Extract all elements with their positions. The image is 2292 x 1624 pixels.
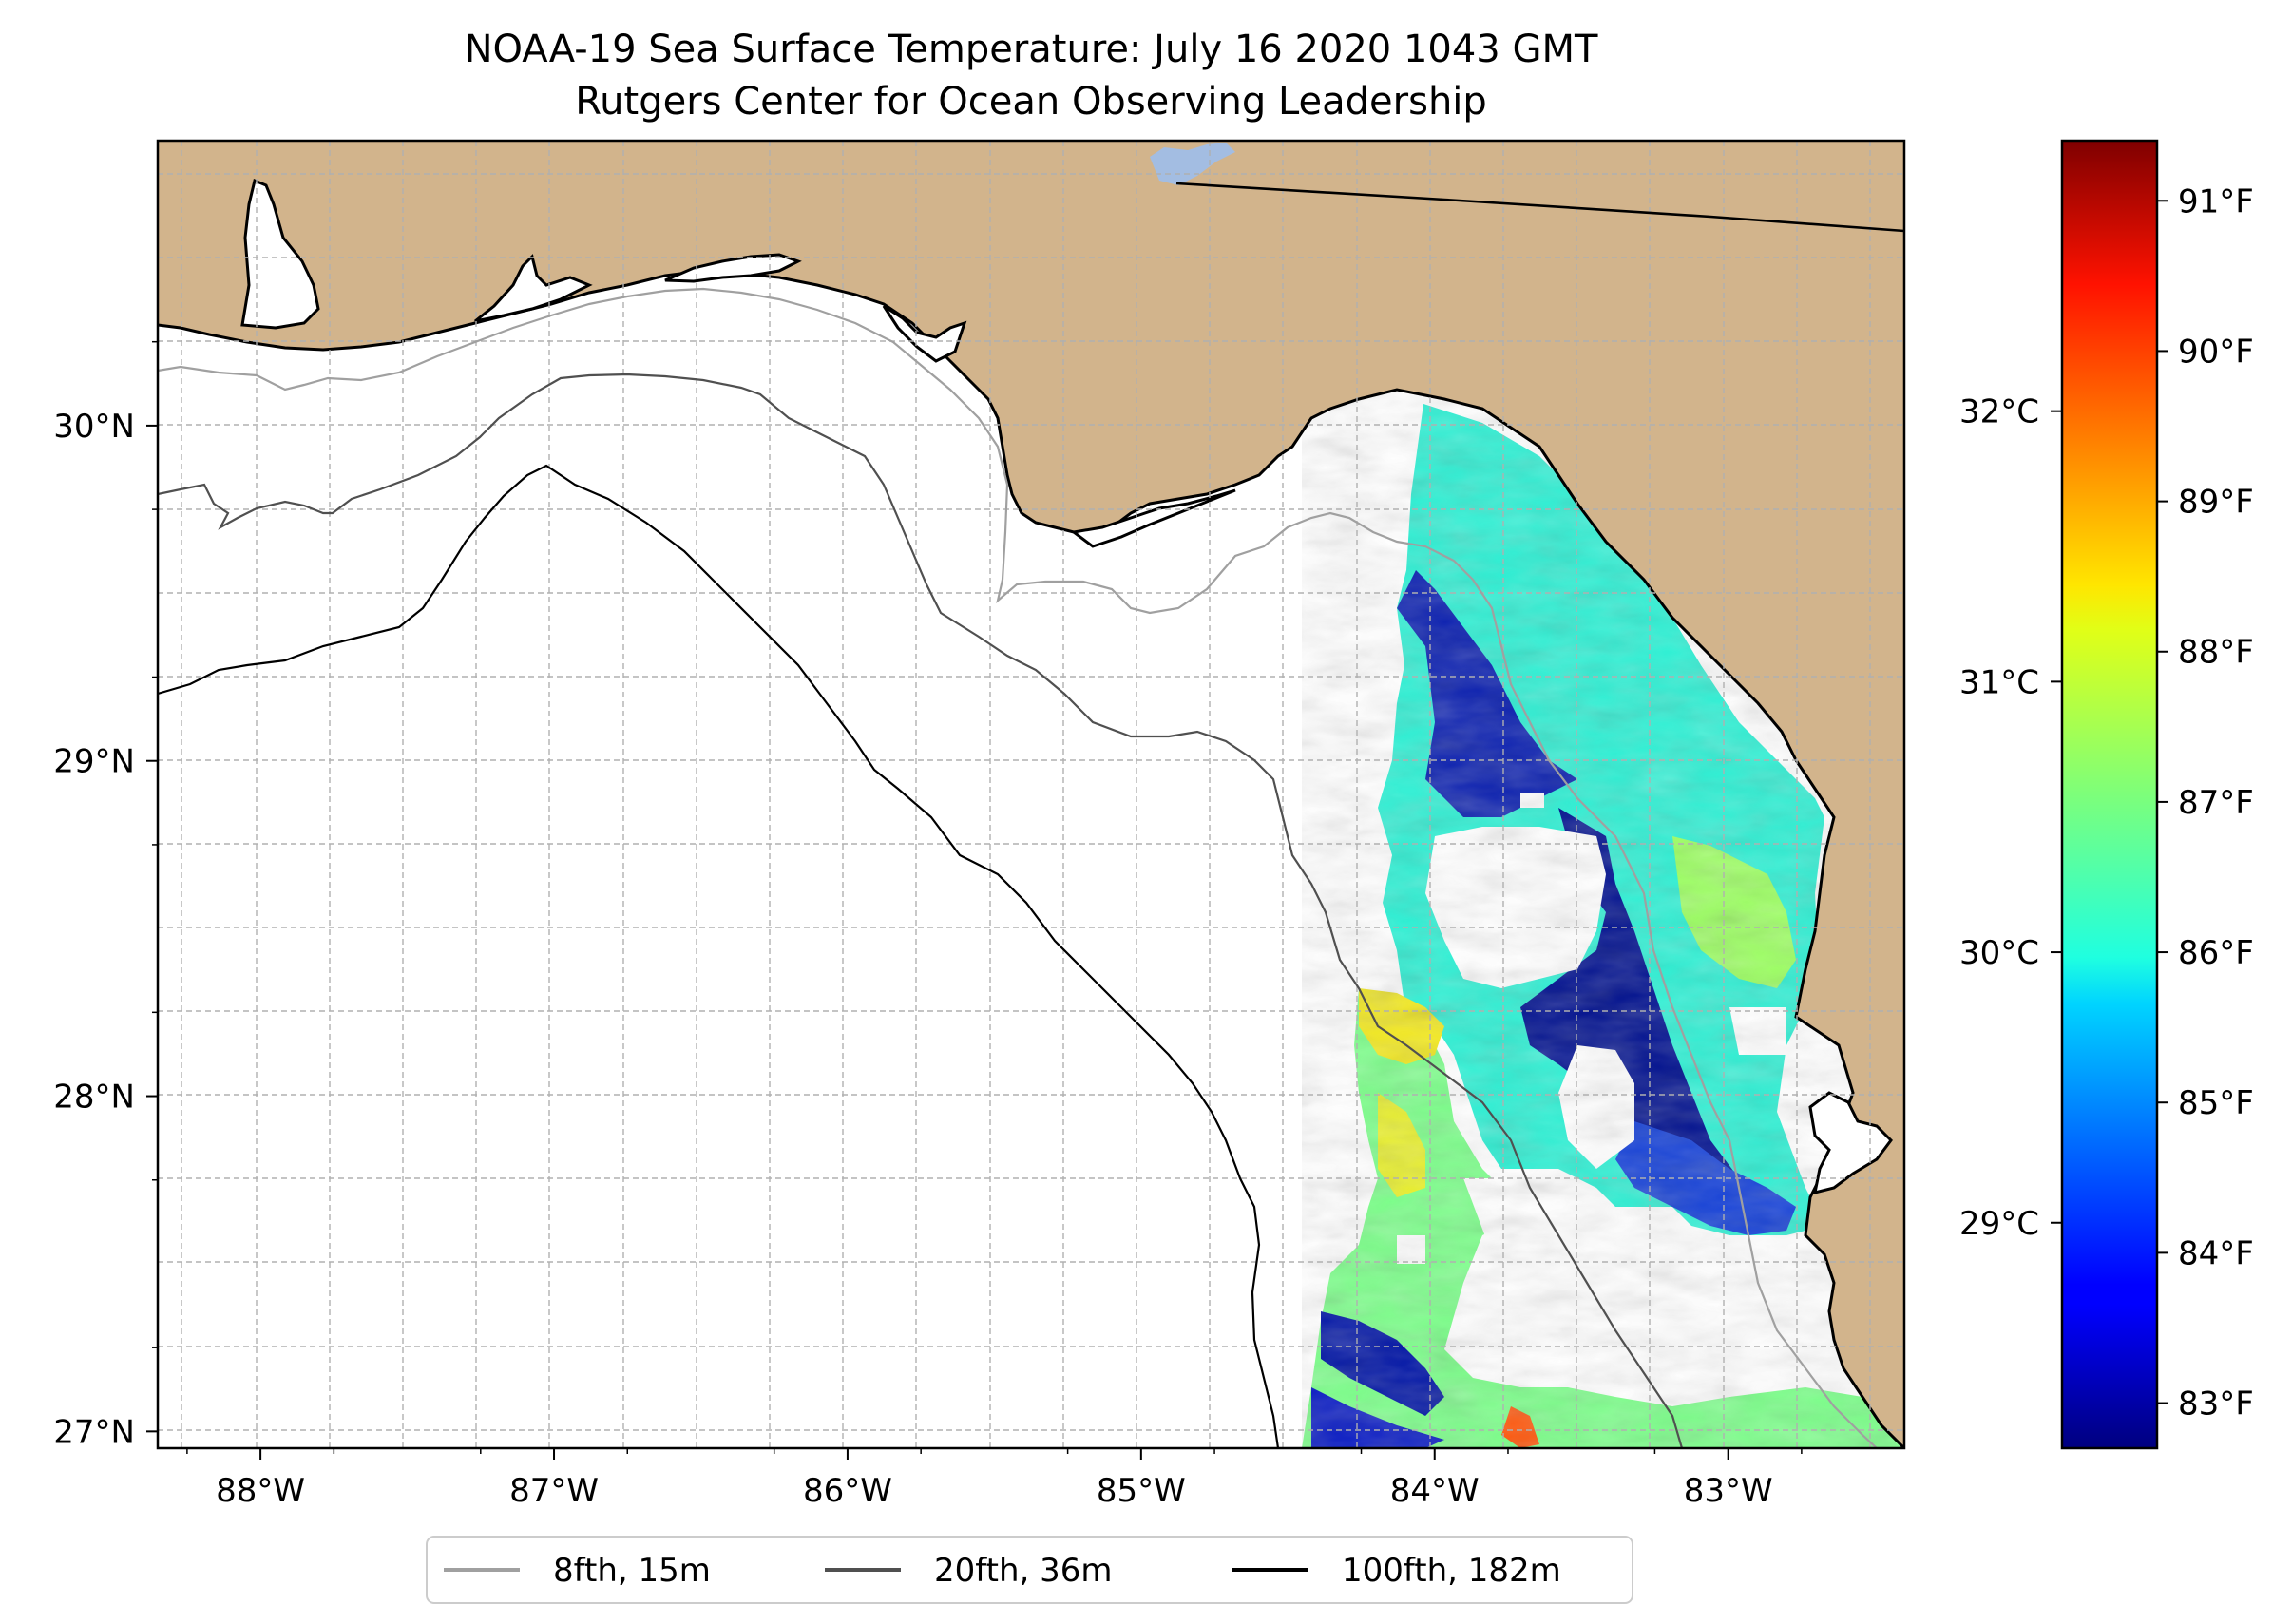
y-axis-ticks: 30°N 29°N 28°N 27°N xyxy=(53,340,158,1451)
legend-label-100fth: 100fth, 182m xyxy=(1342,1552,1561,1590)
choctawhatchee-bay xyxy=(664,253,802,283)
x-axis-ticks: 88°W 87°W 86°W 85°W 84°W 83°W xyxy=(186,1448,1803,1510)
x-tick-label: 87°W xyxy=(509,1472,599,1510)
colorbar-f-label: 90°F xyxy=(2178,333,2254,371)
colorbar-celsius-ticks: 29°C 30°C 31°C 32°C xyxy=(1959,393,2062,1243)
sst-swath xyxy=(1302,380,1904,1448)
map-frame xyxy=(156,139,1906,1450)
colorbar-c-label: 31°C xyxy=(1959,663,2039,701)
colorbar-gradient xyxy=(2060,139,2159,1450)
title-line-1: NOAA-19 Sea Surface Temperature: July 16… xyxy=(465,28,1598,71)
legend-label-8fth: 8fth, 15m xyxy=(553,1552,711,1590)
tampa-bay xyxy=(1808,1091,1893,1195)
y-tick-label: 29°N xyxy=(53,743,135,781)
colorbar: 83°F 84°F 85°F 86°F 87°F 88°F 89°F 90°F 91°F 29°… xyxy=(1959,139,2254,1450)
pensacola-bay xyxy=(474,254,593,323)
legend-box xyxy=(426,1536,1633,1604)
y-tick-label: 27°N xyxy=(53,1413,135,1451)
x-tick-label: 86°W xyxy=(803,1472,892,1510)
colorbar-f-label: 87°F xyxy=(2178,784,2254,822)
map-area xyxy=(158,141,1904,1448)
map-gridlines xyxy=(158,141,1904,1448)
x-tick-label: 85°W xyxy=(1097,1472,1186,1510)
isobath-100fth xyxy=(158,464,1280,1448)
colorbar-c-label: 29°C xyxy=(1959,1205,2039,1243)
colorbar-f-label: 84°F xyxy=(2178,1234,2254,1272)
colorbar-f-label: 85°F xyxy=(2178,1084,2254,1122)
colorbar-f-label: 86°F xyxy=(2178,934,2254,972)
apalachicola-bay xyxy=(1070,488,1236,548)
legend-label-20fth: 20fth, 36m xyxy=(934,1552,1113,1590)
lake xyxy=(1150,143,1235,185)
x-tick-label: 84°W xyxy=(1390,1472,1480,1510)
x-tick-label: 83°W xyxy=(1684,1472,1773,1510)
coastline xyxy=(158,269,1904,1448)
colorbar-f-label: 83°F xyxy=(2178,1385,2254,1423)
colorbar-f-label: 91°F xyxy=(2178,182,2254,220)
title-line-2: Rutgers Center for Ocean Observing Leade… xyxy=(575,80,1487,124)
isobath-20fth xyxy=(158,373,1684,1448)
colorbar-f-label: 89°F xyxy=(2178,484,2254,522)
isobath-8fth xyxy=(158,287,1878,1448)
land-mass xyxy=(158,141,1904,1448)
colorbar-f-label: 88°F xyxy=(2178,634,2254,672)
isobath-legend: 8fth, 15m 20fth, 36m 100fth, 182m xyxy=(426,1536,1633,1604)
y-tick-label: 28°N xyxy=(53,1079,135,1117)
state-boundary xyxy=(1175,182,1904,233)
x-tick-label: 88°W xyxy=(216,1472,305,1510)
colorbar-c-label: 32°C xyxy=(1959,393,2039,431)
colorbar-fahrenheit-ticks: 83°F 84°F 85°F 86°F 87°F 88°F 89°F 90°F 91°F xyxy=(2157,182,2254,1423)
mobile-bay xyxy=(240,178,320,330)
colorbar-c-label: 30°C xyxy=(1959,934,2039,972)
y-tick-label: 30°N xyxy=(53,408,135,446)
